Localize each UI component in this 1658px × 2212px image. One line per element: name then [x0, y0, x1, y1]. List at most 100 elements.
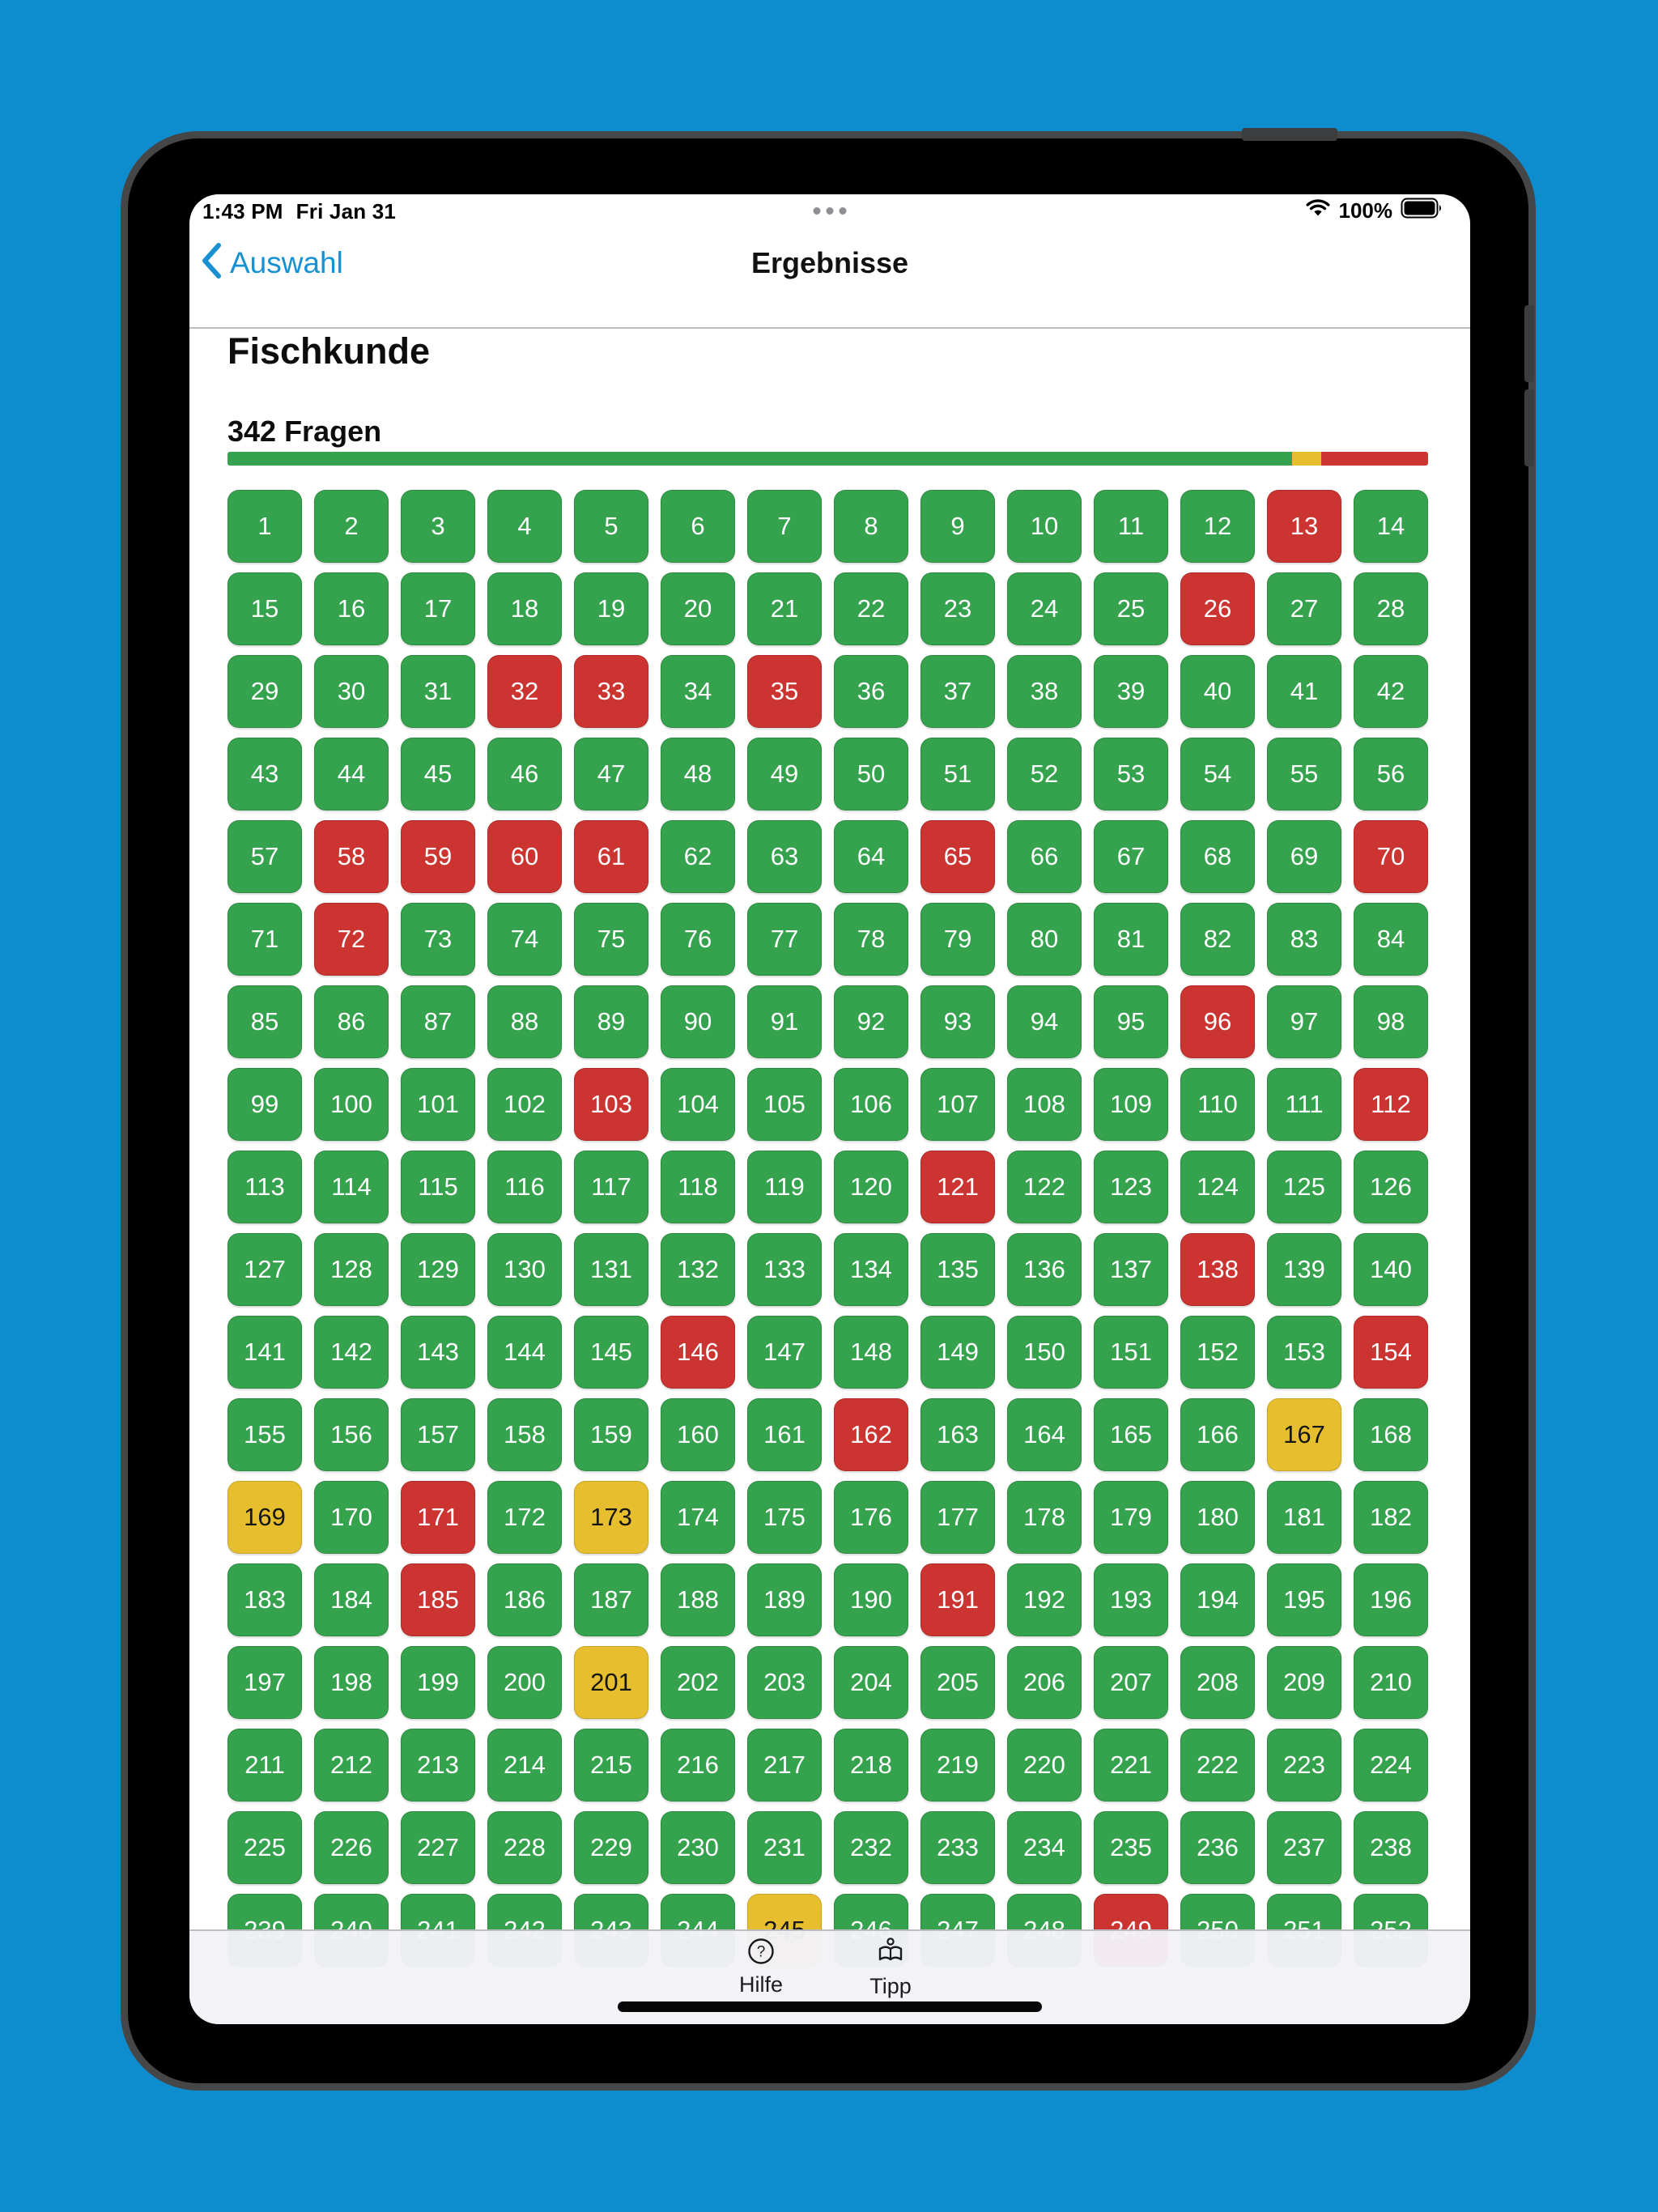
question-tile-84[interactable]: 84 — [1354, 903, 1428, 976]
question-tile-86[interactable]: 86 — [314, 985, 389, 1058]
question-tile-133[interactable]: 133 — [747, 1233, 822, 1306]
home-indicator[interactable] — [618, 2001, 1042, 2012]
question-tile-206[interactable]: 206 — [1007, 1646, 1082, 1719]
question-tile-54[interactable]: 54 — [1180, 738, 1255, 810]
question-tile-108[interactable]: 108 — [1007, 1068, 1082, 1141]
question-tile-1[interactable]: 1 — [227, 490, 302, 563]
question-tile-176[interactable]: 176 — [834, 1481, 908, 1554]
question-tile-194[interactable]: 194 — [1180, 1563, 1255, 1636]
question-tile-159[interactable]: 159 — [574, 1398, 648, 1471]
question-tile-94[interactable]: 94 — [1007, 985, 1082, 1058]
question-tile-51[interactable]: 51 — [920, 738, 995, 810]
question-tile-197[interactable]: 197 — [227, 1646, 302, 1719]
question-tile-21[interactable]: 21 — [747, 572, 822, 645]
question-tile-126[interactable]: 126 — [1354, 1151, 1428, 1223]
question-tile-56[interactable]: 56 — [1354, 738, 1428, 810]
question-tile-207[interactable]: 207 — [1094, 1646, 1168, 1719]
question-tile-212[interactable]: 212 — [314, 1729, 389, 1802]
question-tile-13[interactable]: 13 — [1267, 490, 1341, 563]
question-tile-89[interactable]: 89 — [574, 985, 648, 1058]
question-tile-25[interactable]: 25 — [1094, 572, 1168, 645]
question-tile-132[interactable]: 132 — [661, 1233, 735, 1306]
question-tile-134[interactable]: 134 — [834, 1233, 908, 1306]
question-tile-98[interactable]: 98 — [1354, 985, 1428, 1058]
question-tile-122[interactable]: 122 — [1007, 1151, 1082, 1223]
question-tile-5[interactable]: 5 — [574, 490, 648, 563]
question-tile-190[interactable]: 190 — [834, 1563, 908, 1636]
question-tile-227[interactable]: 227 — [401, 1811, 475, 1884]
question-tile-92[interactable]: 92 — [834, 985, 908, 1058]
question-tile-232[interactable]: 232 — [834, 1811, 908, 1884]
question-tile-77[interactable]: 77 — [747, 903, 822, 976]
question-tile-116[interactable]: 116 — [487, 1151, 562, 1223]
question-tile-111[interactable]: 111 — [1267, 1068, 1341, 1141]
question-tile-153[interactable]: 153 — [1267, 1316, 1341, 1389]
question-tile-35[interactable]: 35 — [747, 655, 822, 728]
question-tile-220[interactable]: 220 — [1007, 1729, 1082, 1802]
question-tile-238[interactable]: 238 — [1354, 1811, 1428, 1884]
question-tile-52[interactable]: 52 — [1007, 738, 1082, 810]
question-tile-24[interactable]: 24 — [1007, 572, 1082, 645]
question-tile-47[interactable]: 47 — [574, 738, 648, 810]
question-tile-100[interactable]: 100 — [314, 1068, 389, 1141]
question-tile-193[interactable]: 193 — [1094, 1563, 1168, 1636]
question-tile-135[interactable]: 135 — [920, 1233, 995, 1306]
question-tile-59[interactable]: 59 — [401, 820, 475, 893]
question-tile-147[interactable]: 147 — [747, 1316, 822, 1389]
question-tile-137[interactable]: 137 — [1094, 1233, 1168, 1306]
question-tile-204[interactable]: 204 — [834, 1646, 908, 1719]
question-tile-183[interactable]: 183 — [227, 1563, 302, 1636]
question-tile-163[interactable]: 163 — [920, 1398, 995, 1471]
question-tile-200[interactable]: 200 — [487, 1646, 562, 1719]
question-tile-155[interactable]: 155 — [227, 1398, 302, 1471]
question-tile-120[interactable]: 120 — [834, 1151, 908, 1223]
tip-button[interactable]: Tipp — [826, 1938, 955, 1999]
question-tile-60[interactable]: 60 — [487, 820, 562, 893]
question-tile-179[interactable]: 179 — [1094, 1481, 1168, 1554]
question-tile-70[interactable]: 70 — [1354, 820, 1428, 893]
question-tile-178[interactable]: 178 — [1007, 1481, 1082, 1554]
question-tile-64[interactable]: 64 — [834, 820, 908, 893]
question-tile-136[interactable]: 136 — [1007, 1233, 1082, 1306]
question-tile-62[interactable]: 62 — [661, 820, 735, 893]
question-tile-41[interactable]: 41 — [1267, 655, 1341, 728]
question-tile-90[interactable]: 90 — [661, 985, 735, 1058]
back-button[interactable]: Auswahl — [201, 243, 343, 283]
question-tile-124[interactable]: 124 — [1180, 1151, 1255, 1223]
question-tile-128[interactable]: 128 — [314, 1233, 389, 1306]
question-tile-186[interactable]: 186 — [487, 1563, 562, 1636]
question-tile-214[interactable]: 214 — [487, 1729, 562, 1802]
question-tile-184[interactable]: 184 — [314, 1563, 389, 1636]
question-tile-145[interactable]: 145 — [574, 1316, 648, 1389]
question-tile-42[interactable]: 42 — [1354, 655, 1428, 728]
question-tile-15[interactable]: 15 — [227, 572, 302, 645]
question-tile-125[interactable]: 125 — [1267, 1151, 1341, 1223]
question-tile-222[interactable]: 222 — [1180, 1729, 1255, 1802]
question-tile-7[interactable]: 7 — [747, 490, 822, 563]
question-tile-170[interactable]: 170 — [314, 1481, 389, 1554]
question-tile-208[interactable]: 208 — [1180, 1646, 1255, 1719]
question-tile-231[interactable]: 231 — [747, 1811, 822, 1884]
question-tile-80[interactable]: 80 — [1007, 903, 1082, 976]
question-tile-28[interactable]: 28 — [1354, 572, 1428, 645]
question-tile-2[interactable]: 2 — [314, 490, 389, 563]
question-tile-27[interactable]: 27 — [1267, 572, 1341, 645]
question-tile-139[interactable]: 139 — [1267, 1233, 1341, 1306]
question-tile-33[interactable]: 33 — [574, 655, 648, 728]
question-tile-65[interactable]: 65 — [920, 820, 995, 893]
question-tile-10[interactable]: 10 — [1007, 490, 1082, 563]
question-tile-161[interactable]: 161 — [747, 1398, 822, 1471]
question-tile-148[interactable]: 148 — [834, 1316, 908, 1389]
question-tile-6[interactable]: 6 — [661, 490, 735, 563]
question-tile-189[interactable]: 189 — [747, 1563, 822, 1636]
question-tile-173[interactable]: 173 — [574, 1481, 648, 1554]
question-tile-152[interactable]: 152 — [1180, 1316, 1255, 1389]
question-tile-224[interactable]: 224 — [1354, 1729, 1428, 1802]
question-tile-75[interactable]: 75 — [574, 903, 648, 976]
question-tile-162[interactable]: 162 — [834, 1398, 908, 1471]
question-tile-29[interactable]: 29 — [227, 655, 302, 728]
question-tile-143[interactable]: 143 — [401, 1316, 475, 1389]
question-tile-107[interactable]: 107 — [920, 1068, 995, 1141]
question-tile-58[interactable]: 58 — [314, 820, 389, 893]
question-tile-34[interactable]: 34 — [661, 655, 735, 728]
